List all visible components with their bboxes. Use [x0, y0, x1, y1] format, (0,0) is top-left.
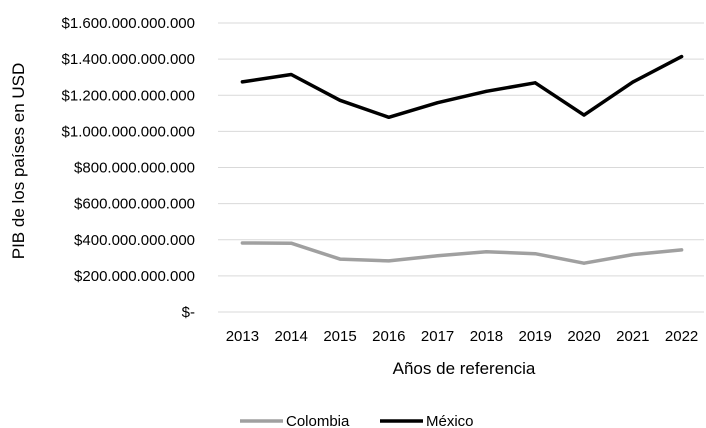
series-line-colombia — [240, 241, 684, 265]
data-point — [436, 101, 440, 105]
x-tick-label: 2013 — [226, 328, 259, 345]
data-point — [387, 115, 391, 119]
legend-label: México — [426, 413, 474, 428]
data-point — [338, 98, 342, 102]
legend: Colombia México — [240, 413, 474, 428]
x-tick-label: 2017 — [421, 328, 454, 345]
data-point — [436, 254, 440, 258]
y-tick-label: $1.200.000.000.000 — [62, 87, 195, 104]
x-tick-label: 2020 — [567, 328, 600, 345]
y-tick-label: $200.000.000.000 — [74, 268, 195, 285]
y-tick-label: $400.000.000.000 — [74, 232, 195, 249]
y-tick-label: $- — [182, 304, 195, 321]
y-tick-label: $1.600.000.000.000 — [62, 15, 195, 32]
y-tick-label: $1.000.000.000.000 — [62, 123, 195, 140]
data-point — [240, 80, 244, 84]
y-tick-label: $800.000.000.000 — [74, 160, 195, 177]
y-axis-title: PIB de los países en USD — [9, 63, 28, 260]
data-point — [680, 55, 684, 59]
x-tick-label: 2019 — [519, 328, 552, 345]
data-point — [631, 253, 635, 257]
y-tick-label: $1.400.000.000.000 — [62, 51, 195, 68]
series-line-méxico — [240, 54, 684, 120]
x-axis-title: Años de referencia — [393, 359, 536, 378]
legend-label: Colombia — [286, 413, 350, 428]
data-point — [582, 113, 586, 117]
data-point — [680, 248, 684, 252]
x-tick-label: 2016 — [372, 328, 405, 345]
data-point — [289, 241, 293, 245]
data-point — [387, 259, 391, 263]
y-tick-label: $600.000.000.000 — [74, 196, 195, 213]
gridlines — [218, 22, 704, 313]
y-axis-ticks: $- $200.000.000.000 $400.000.000.000 $600.0… — [62, 15, 195, 321]
legend-item: Colombia — [240, 413, 350, 428]
data-point — [533, 81, 537, 85]
data-point — [582, 261, 586, 265]
data-point — [338, 257, 342, 261]
x-tick-label: 2018 — [470, 328, 503, 345]
data-point — [484, 89, 488, 93]
x-tick-label: 2015 — [323, 328, 356, 345]
data-point — [484, 250, 488, 254]
data-point — [533, 252, 537, 256]
x-axis-ticks: 2013 2014 2015 2016 2017 2018 2019 2020 2021 2022 — [226, 328, 699, 345]
x-tick-label: 2021 — [616, 328, 649, 345]
legend-item: México — [380, 413, 474, 428]
data-point — [240, 241, 244, 245]
series-lines — [240, 54, 684, 265]
data-point — [631, 80, 635, 84]
x-tick-label: 2022 — [665, 328, 698, 345]
x-tick-label: 2014 — [275, 328, 308, 345]
data-point — [289, 72, 293, 76]
